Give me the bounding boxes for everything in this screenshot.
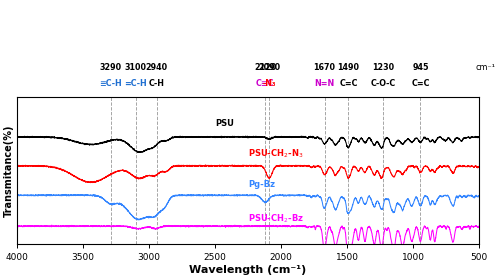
Text: PSU: PSU	[215, 119, 234, 128]
Text: 1670: 1670	[314, 63, 336, 72]
Text: C=C: C=C	[339, 79, 357, 88]
Text: PSU-CH$_2$-N$_3$: PSU-CH$_2$-N$_3$	[248, 147, 304, 160]
Text: cm⁻¹: cm⁻¹	[475, 63, 495, 72]
Text: 2120: 2120	[254, 63, 276, 72]
Text: =C-H: =C-H	[124, 79, 147, 88]
Text: C-H: C-H	[149, 79, 165, 88]
Text: 1490: 1490	[338, 63, 359, 72]
Text: 3100: 3100	[125, 63, 147, 72]
Text: Pg-Bz: Pg-Bz	[248, 180, 275, 189]
Text: PSU-CH$_2$-Bz: PSU-CH$_2$-Bz	[248, 212, 304, 225]
Text: 3290: 3290	[100, 63, 122, 72]
Text: 1230: 1230	[372, 63, 394, 72]
Text: ≡C-H: ≡C-H	[100, 79, 122, 88]
Y-axis label: Transmitance(%): Transmitance(%)	[4, 124, 14, 217]
Text: C≡C: C≡C	[256, 79, 274, 88]
Text: 2940: 2940	[146, 63, 168, 72]
Text: 945: 945	[412, 63, 428, 72]
Text: C-O-C: C-O-C	[370, 79, 396, 88]
Text: -N₃: -N₃	[262, 79, 276, 88]
X-axis label: Wavelength (cm⁻¹): Wavelength (cm⁻¹)	[190, 265, 306, 275]
Text: N=N: N=N	[314, 79, 335, 88]
Text: C=C: C=C	[411, 79, 430, 88]
Text: 2090: 2090	[258, 63, 280, 72]
